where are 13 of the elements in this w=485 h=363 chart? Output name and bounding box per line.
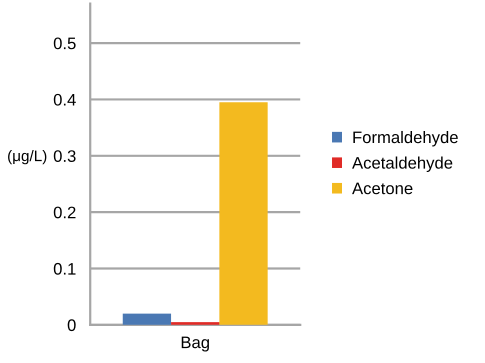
y-tick-label: 0.3 <box>54 150 76 162</box>
y-tick-label: 0.2 <box>54 206 76 218</box>
y-axis-title: (μg/L) <box>8 150 46 164</box>
legend-label: Acetone <box>352 182 412 194</box>
y-tick-label: 0 <box>68 319 76 332</box>
bar <box>122 314 172 325</box>
y-tick-label: 0.4 <box>54 94 76 106</box>
bar <box>219 102 268 325</box>
y-tick-label: 0.1 <box>54 262 76 275</box>
legend-label: Acetaldehyde <box>352 156 452 172</box>
legend-label: Formaldehyde <box>353 130 458 146</box>
x-tick-label: Bag <box>182 336 209 352</box>
y-tick-label: 0.5 <box>54 37 76 50</box>
